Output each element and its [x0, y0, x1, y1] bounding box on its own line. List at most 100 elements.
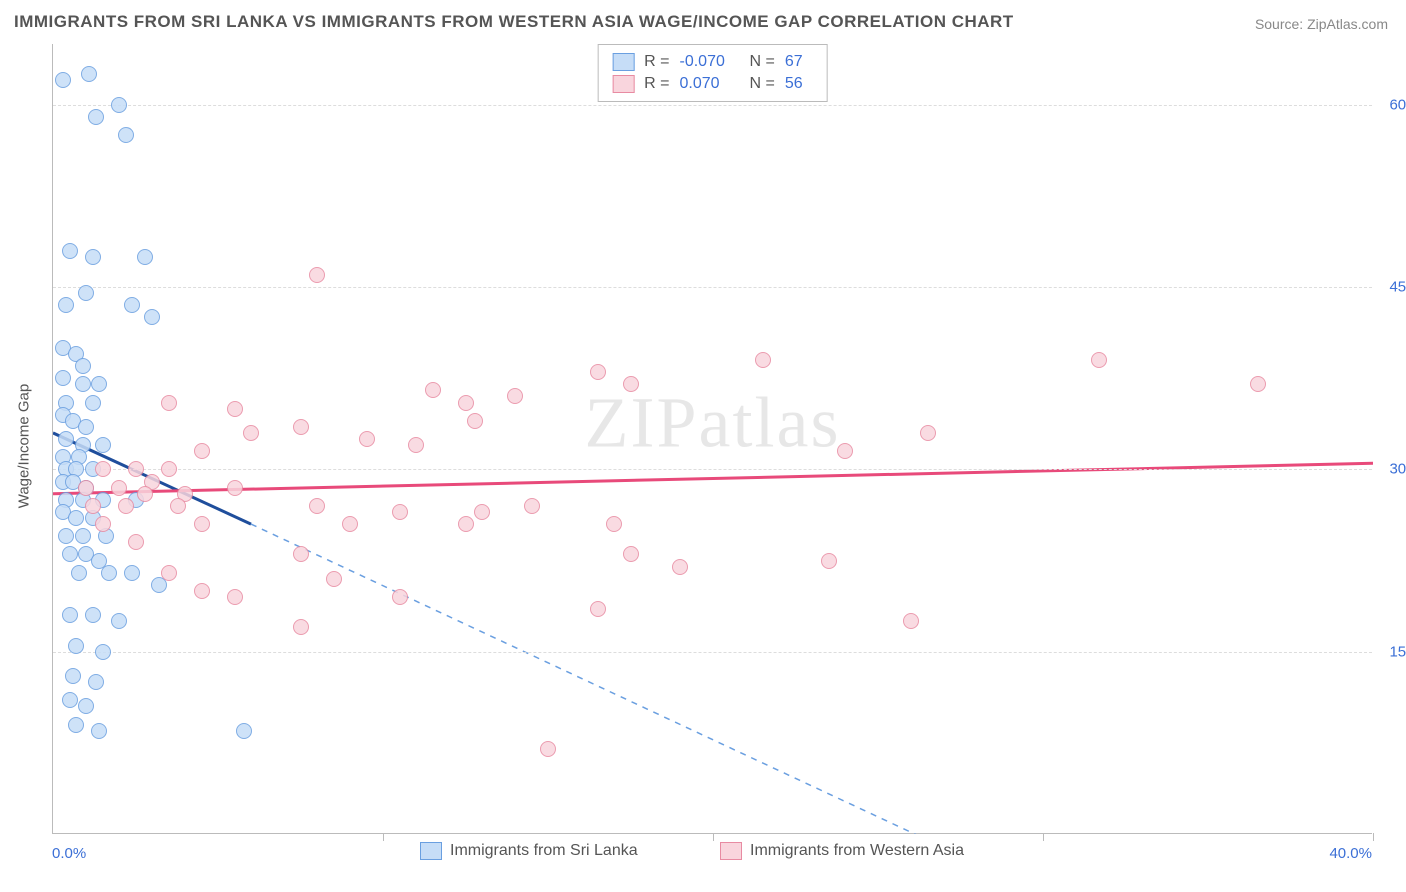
data-point — [467, 413, 483, 429]
data-point — [111, 480, 127, 496]
r-label: R = — [644, 53, 669, 71]
data-point — [62, 607, 78, 623]
data-point — [144, 309, 160, 325]
data-point — [590, 364, 606, 380]
y-tick-label: 30.0% — [1378, 461, 1406, 478]
data-point — [118, 498, 134, 514]
data-point — [458, 516, 474, 532]
gridline — [53, 287, 1372, 288]
data-point — [78, 419, 94, 435]
data-point — [137, 486, 153, 502]
data-point — [293, 619, 309, 635]
data-point — [78, 698, 94, 714]
data-point — [95, 516, 111, 532]
data-point — [359, 431, 375, 447]
data-point — [309, 267, 325, 283]
data-point — [75, 376, 91, 392]
data-point — [62, 546, 78, 562]
data-point — [392, 589, 408, 605]
y-tick-label: 45.0% — [1378, 279, 1406, 296]
data-point — [58, 297, 74, 313]
data-point — [78, 285, 94, 301]
y-tick-label: 15.0% — [1378, 643, 1406, 660]
data-point — [920, 425, 936, 441]
data-point — [118, 127, 134, 143]
r-value: 0.070 — [680, 75, 740, 93]
data-point — [55, 370, 71, 386]
data-point — [606, 516, 622, 532]
correlation-legend: R =-0.070N =67R =0.070N =56 — [597, 44, 828, 102]
data-point — [837, 443, 853, 459]
data-point — [326, 571, 342, 587]
data-point — [88, 109, 104, 125]
data-point — [95, 644, 111, 660]
data-point — [161, 395, 177, 411]
data-point — [124, 565, 140, 581]
data-point — [95, 461, 111, 477]
data-point — [590, 601, 606, 617]
data-point — [227, 589, 243, 605]
data-point — [507, 388, 523, 404]
chart-title: IMMIGRANTS FROM SRI LANKA VS IMMIGRANTS … — [14, 12, 1014, 32]
correlation-legend-row: R = 0.070 N = 56 — [612, 73, 813, 95]
x-axis-max-label: 40.0% — [1329, 845, 1372, 862]
r-label: R = — [644, 75, 669, 93]
data-point — [227, 480, 243, 496]
data-point — [1091, 352, 1107, 368]
x-tick — [383, 833, 384, 841]
bottom-legend-series-2: Immigrants from Western Asia — [720, 842, 964, 860]
data-point — [68, 510, 84, 526]
n-label: N = — [750, 53, 775, 71]
legend-label-2: Immigrants from Western Asia — [750, 842, 964, 860]
data-point — [85, 249, 101, 265]
data-point — [88, 674, 104, 690]
bottom-legend-series-1: Immigrants from Sri Lanka — [420, 842, 638, 860]
n-value: 56 — [785, 75, 813, 93]
data-point — [101, 565, 117, 581]
data-point — [243, 425, 259, 441]
data-point — [672, 559, 688, 575]
n-label: N = — [750, 75, 775, 93]
x-tick — [1373, 833, 1374, 841]
legend-label-1: Immigrants from Sri Lanka — [450, 842, 638, 860]
data-point — [227, 401, 243, 417]
data-point — [392, 504, 408, 520]
data-point — [293, 419, 309, 435]
data-point — [342, 516, 358, 532]
source-attribution: Source: ZipAtlas.com — [1255, 16, 1388, 32]
data-point — [293, 546, 309, 562]
correlation-legend-row: R =-0.070N =67 — [612, 51, 813, 73]
data-point — [91, 723, 107, 739]
n-value: 67 — [785, 53, 813, 71]
x-tick — [713, 833, 714, 841]
x-tick — [1043, 833, 1044, 841]
data-point — [75, 358, 91, 374]
data-point — [524, 498, 540, 514]
data-point — [78, 480, 94, 496]
data-point — [1250, 376, 1266, 392]
data-point — [81, 66, 97, 82]
data-point — [128, 534, 144, 550]
data-point — [55, 72, 71, 88]
watermark: ZIPatlas — [585, 381, 841, 464]
gridline — [53, 469, 1372, 470]
data-point — [95, 437, 111, 453]
data-point — [68, 717, 84, 733]
data-point — [458, 395, 474, 411]
data-point — [903, 613, 919, 629]
data-point — [111, 97, 127, 113]
data-point — [85, 607, 101, 623]
y-axis-label: Wage/Income Gap — [16, 384, 33, 509]
data-point — [62, 243, 78, 259]
data-point — [65, 668, 81, 684]
data-point — [58, 528, 74, 544]
data-point — [137, 249, 153, 265]
data-point — [85, 395, 101, 411]
data-point — [75, 528, 91, 544]
data-point — [194, 583, 210, 599]
y-tick-label: 60.0% — [1378, 96, 1406, 113]
data-point — [62, 692, 78, 708]
data-point — [408, 437, 424, 453]
data-point — [58, 431, 74, 447]
data-point — [623, 546, 639, 562]
